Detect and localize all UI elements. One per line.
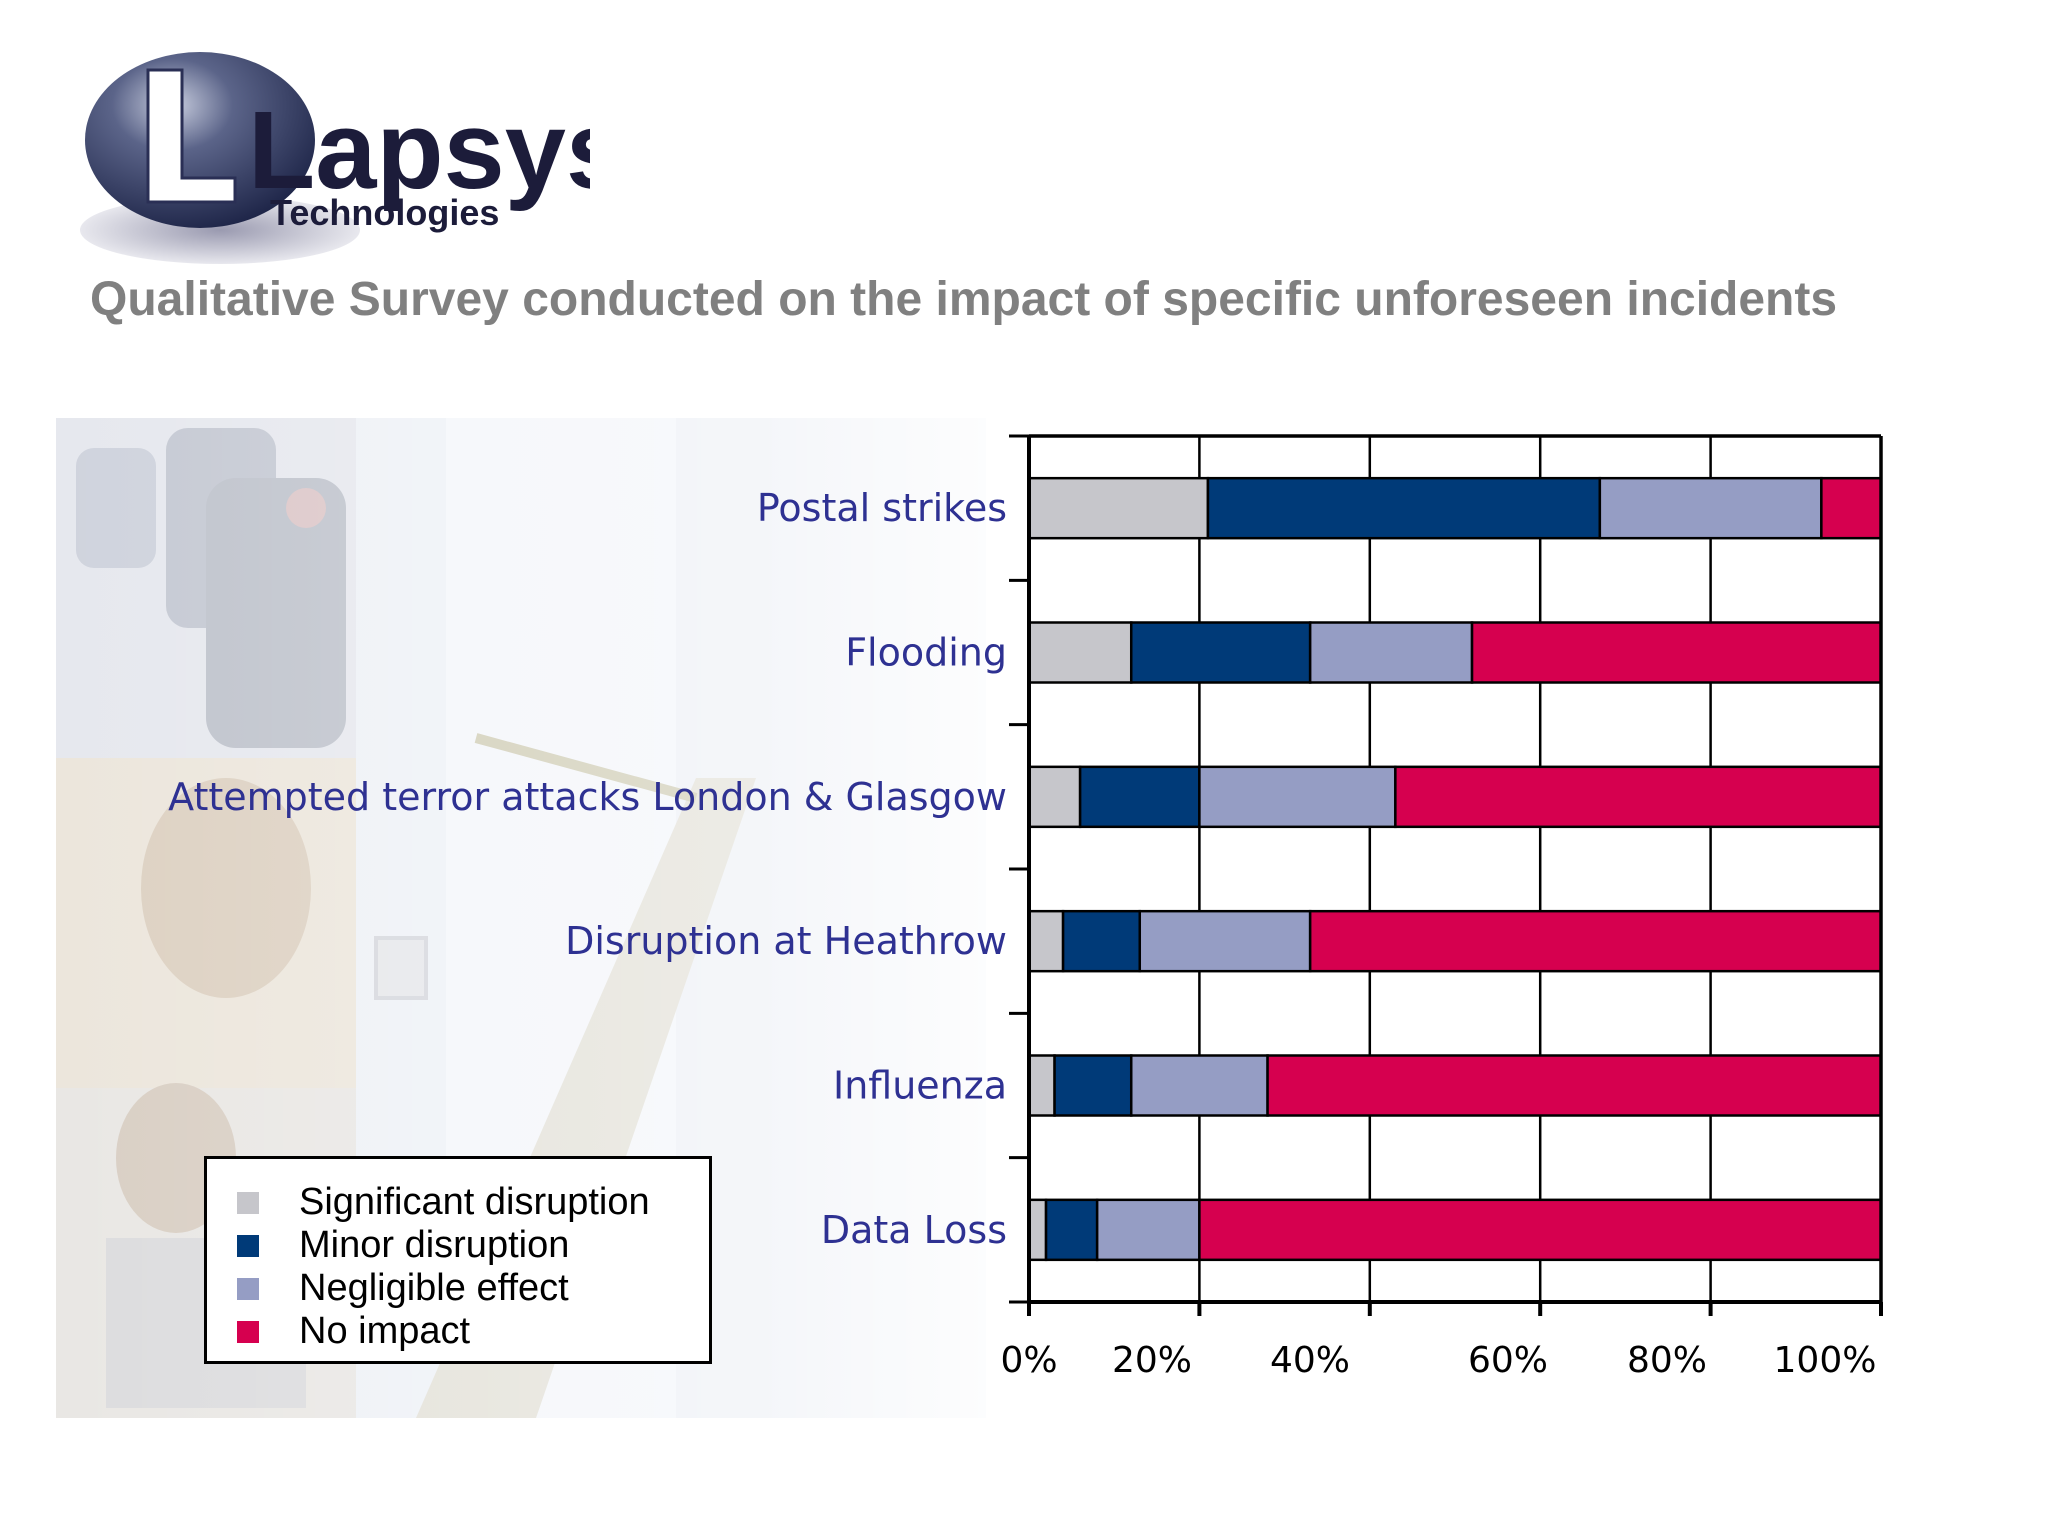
slide-title: Qualitative Survey conducted on the impa…	[90, 273, 1838, 326]
bar-segment-minor	[1044, 1198, 1099, 1262]
x-tick-label: 0%	[1000, 1340, 1057, 1381]
legend-label: No impact	[299, 1310, 471, 1352]
bar-segment-negligible	[1598, 476, 1823, 540]
lapsys-logo: Lapsys Technologies	[80, 52, 590, 264]
bar-segment-negligible	[1308, 621, 1474, 684]
legend-swatch-significant	[237, 1191, 259, 1214]
bar-segment-none	[1266, 1054, 1883, 1117]
category-label: Data Loss	[821, 1208, 1007, 1252]
legend-item: Minor disruption	[237, 1224, 709, 1267]
bar-segment-minor	[1078, 765, 1201, 829]
logo-wordmark: Lapsys	[248, 89, 590, 212]
bar-segment-none	[1470, 621, 1883, 684]
category-label: Flooding	[845, 631, 1007, 675]
legend-swatch-none	[237, 1320, 259, 1343]
bar-segment-minor	[1061, 909, 1142, 973]
bar-segment-significant	[1027, 621, 1133, 684]
category-label: Influenza	[833, 1064, 1007, 1108]
category-label: Attempted terror attacks London & Glasgo…	[168, 775, 1007, 819]
bar-segment-minor	[1053, 1054, 1133, 1117]
legend-label: Significant disruption	[299, 1181, 650, 1223]
bar-segment-negligible	[1138, 909, 1312, 973]
legend-item: Negligible effect	[237, 1267, 709, 1310]
bar-segment-significant	[1027, 476, 1210, 540]
bar-segment-significant	[1027, 1054, 1056, 1117]
x-tick-label: 60%	[1468, 1340, 1548, 1381]
bar-segment-significant	[1027, 1198, 1048, 1262]
bar-segment-none	[1308, 909, 1883, 973]
bar-segment-minor	[1129, 621, 1312, 684]
x-tick-label: 40%	[1270, 1340, 1350, 1381]
category-label: Postal strikes	[757, 486, 1007, 530]
legend-item: Significant disruption	[237, 1181, 709, 1224]
bar-segment-negligible	[1129, 1054, 1269, 1117]
bar-segment-none	[1198, 1198, 1883, 1262]
x-tick-label: 100%	[1774, 1340, 1877, 1381]
bar-segment-negligible	[1198, 765, 1397, 829]
bar-segment-none	[1394, 765, 1883, 829]
legend-label: Minor disruption	[299, 1224, 570, 1266]
bar-segment-none	[1820, 476, 1883, 540]
bar-segment-negligible	[1095, 1198, 1201, 1262]
logo-tagline: Technologies	[270, 192, 499, 233]
legend-label: Negligible effect	[299, 1267, 569, 1309]
chart-legend: Significant disruption Minor disruption …	[204, 1156, 712, 1364]
bar-segment-minor	[1206, 476, 1602, 540]
legend-item: No impact	[237, 1310, 709, 1353]
bar-segment-significant	[1027, 909, 1065, 973]
bar-segment-significant	[1027, 765, 1082, 829]
plot-area	[1029, 436, 1881, 1302]
x-tick-label: 80%	[1627, 1340, 1707, 1381]
category-label: Disruption at Heathrow	[565, 919, 1007, 963]
x-tick-label: 20%	[1112, 1340, 1192, 1381]
legend-swatch-negligible	[237, 1277, 259, 1300]
legend-swatch-minor	[237, 1234, 259, 1257]
